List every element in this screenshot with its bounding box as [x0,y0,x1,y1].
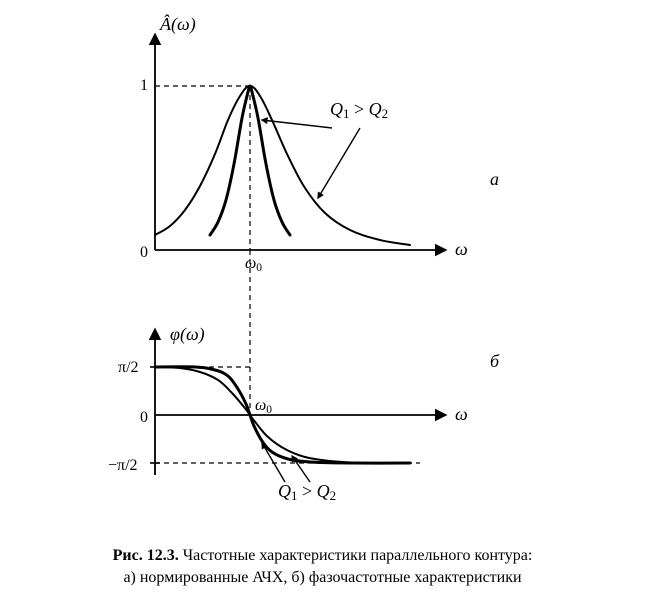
svg-text:Â(ω): Â(ω) [159,13,196,35]
caption-line2: а) нормированные АЧХ, б) фазочастотные х… [0,567,645,589]
svg-text:π/2: π/2 [118,359,139,376]
svg-text:0: 0 [140,409,148,426]
caption-line1: Частотные характеристики параллельного к… [179,547,533,564]
svg-text:ω0: ω0 [255,397,272,416]
svg-text:а: а [490,169,499,189]
svg-text:ω0: ω0 [245,255,262,274]
figure-container: Â(ω)ω01ω0Q1 > Q2аφ(ω)ωπ/20−π/2ω0Q1 > Q2б… [0,0,645,605]
caption-fig-number: Рис. 12.3. [113,547,179,564]
figure-caption: Рис. 12.3. Частотные характеристики пара… [0,545,645,588]
svg-text:1: 1 [140,77,148,94]
svg-text:Q1 > Q2: Q1 > Q2 [330,99,388,121]
svg-text:б: б [490,351,500,371]
svg-text:φ(ω): φ(ω) [170,324,205,345]
svg-text:−π/2: −π/2 [108,457,138,474]
plot-svg: Â(ω)ω01ω0Q1 > Q2аφ(ω)ωπ/20−π/2ω0Q1 > Q2б [0,0,645,605]
svg-text:ω: ω [455,404,468,424]
svg-text:Q1 > Q2: Q1 > Q2 [278,481,336,503]
svg-text:ω: ω [455,239,468,259]
svg-text:0: 0 [140,244,148,261]
